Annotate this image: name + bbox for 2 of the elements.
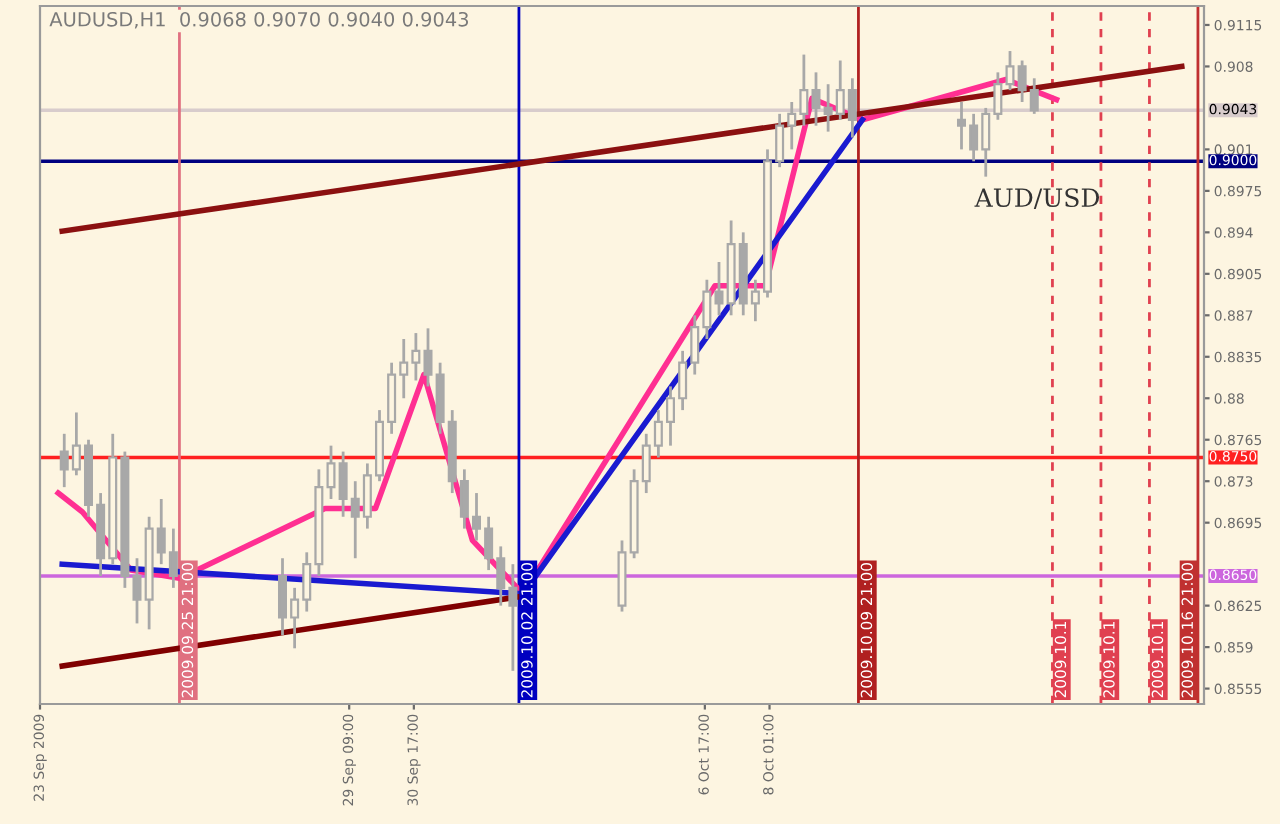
chart-title: AUDUSD,H1 0.9068 0.9070 0.9040 0.9043 bbox=[49, 11, 469, 29]
annotation: AUD/USD bbox=[974, 188, 1100, 210]
